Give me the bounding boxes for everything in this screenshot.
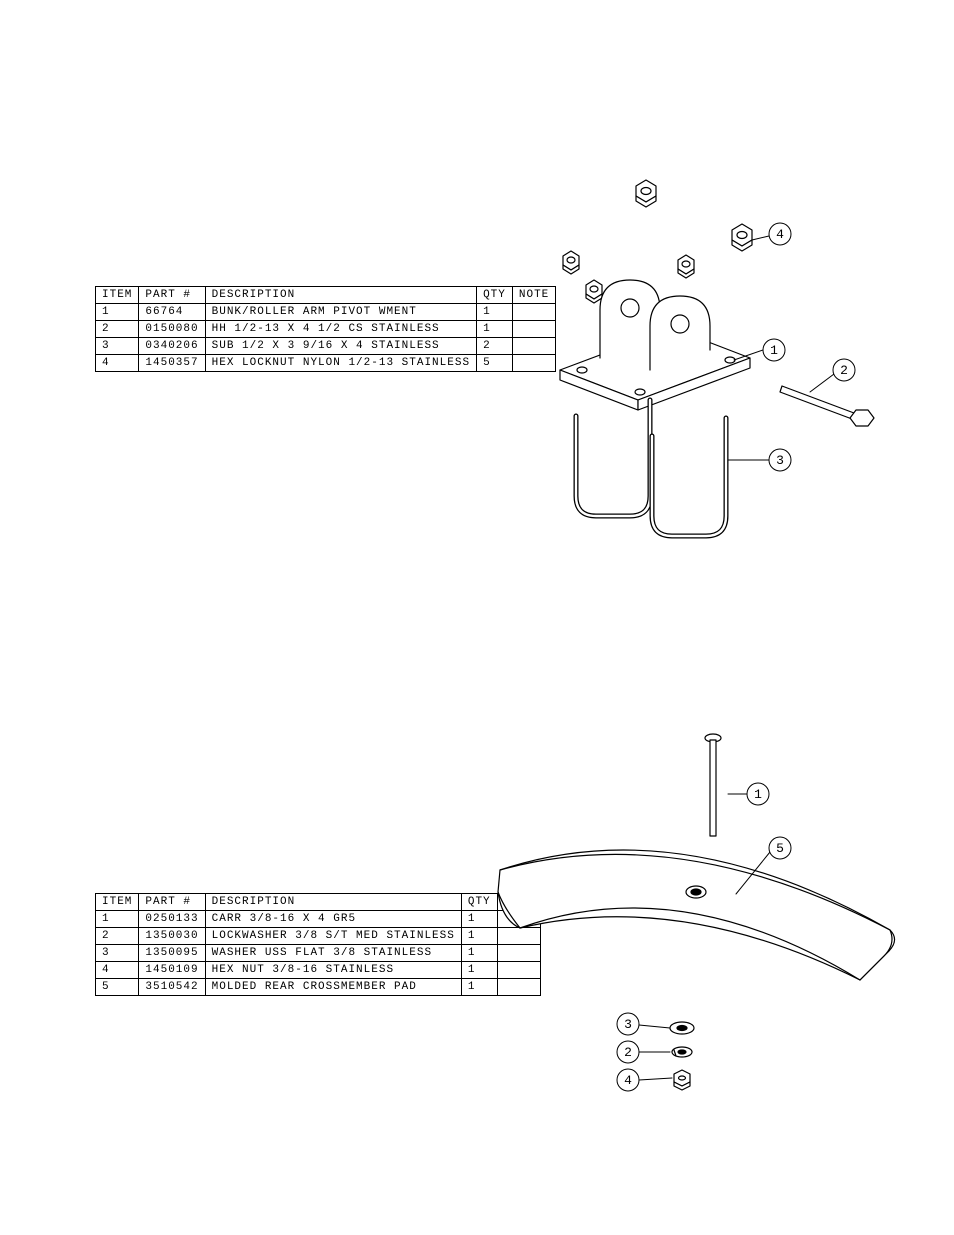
u-bolt-icon — [576, 400, 650, 516]
table-row: 3 0340206 SUB 1/2 X 3 9/16 X 4 STAINLESS… — [96, 338, 556, 355]
hex-nut-icon — [732, 224, 752, 251]
exploded-diagram-top-svg: 1 2 3 4 — [490, 160, 890, 580]
cell-part: 0340206 — [139, 338, 205, 355]
hex-nut-icon — [636, 180, 656, 207]
exploded-diagram-bottom-svg: 1 2 3 4 5 — [480, 720, 910, 1140]
cell-desc: BUNK/ROLLER ARM PIVOT WMENT — [205, 304, 476, 321]
col-header-desc: DESCRIPTION — [205, 894, 461, 911]
parts-table-bottom: ITEM PART # DESCRIPTION QTY NOTE 1 02501… — [95, 893, 541, 996]
cell-part: 3510542 — [139, 979, 205, 996]
cell-part: 1450109 — [139, 962, 205, 979]
cell-desc: HEX LOCKNUT NYLON 1/2-13 STAINLESS — [205, 355, 476, 372]
balloon-label: 1 — [770, 343, 778, 358]
hex-nut-icon — [586, 280, 602, 303]
hex-nut-icon — [674, 1070, 690, 1090]
col-header-part: PART # — [139, 894, 205, 911]
cell-desc: WASHER USS FLAT 3/8 STAINLESS — [205, 945, 461, 962]
hex-nut-icon — [563, 251, 579, 274]
table-header-row: ITEM PART # DESCRIPTION QTY NOTE — [96, 894, 541, 911]
crossmember-pad-icon — [498, 850, 895, 980]
balloon-label: 1 — [754, 787, 762, 802]
cell-part: 0250133 — [139, 911, 205, 928]
balloon-label: 3 — [776, 453, 784, 468]
table-row: 4 1450357 HEX LOCKNUT NYLON 1/2-13 STAIN… — [96, 355, 556, 372]
hex-bolt-icon — [780, 386, 874, 426]
balloon-label: 4 — [776, 227, 784, 242]
cell-desc: MOLDED REAR CROSSMEMBER PAD — [205, 979, 461, 996]
table-row: 1 0250133 CARR 3/8-16 X 4 GR5 1 — [96, 911, 541, 928]
table-row: 2 0150080 HH 1/2-13 X 4 1/2 CS STAINLESS… — [96, 321, 556, 338]
cell-item: 3 — [96, 338, 139, 355]
cell-part: 1350095 — [139, 945, 205, 962]
balloon-label: 2 — [840, 363, 848, 378]
cell-part: 0150080 — [139, 321, 205, 338]
table-row: 1 66764 BUNK/ROLLER ARM PIVOT WMENT 1 — [96, 304, 556, 321]
cell-part: 66764 — [139, 304, 205, 321]
cell-part: 1450357 — [139, 355, 205, 372]
table-row: 3 1350095 WASHER USS FLAT 3/8 STAINLESS … — [96, 945, 541, 962]
cell-desc: CARR 3/8-16 X 4 GR5 — [205, 911, 461, 928]
hex-nut-icon — [678, 255, 694, 278]
cell-item: 3 — [96, 945, 139, 962]
balloon-label: 4 — [624, 1073, 632, 1088]
cell-item: 2 — [96, 928, 139, 945]
cell-item: 1 — [96, 911, 139, 928]
cell-item: 4 — [96, 355, 139, 372]
exploded-diagram-top: 1 2 3 4 — [490, 160, 890, 580]
cell-desc: SUB 1/2 X 3 9/16 X 4 STAINLESS — [205, 338, 476, 355]
parts-table-top: ITEM PART # DESCRIPTION QTY NOTE 1 66764… — [95, 286, 556, 372]
cell-item: 5 — [96, 979, 139, 996]
carriage-bolt-icon — [705, 734, 721, 836]
table-header-row: ITEM PART # DESCRIPTION QTY NOTE — [96, 287, 556, 304]
col-header-desc: DESCRIPTION — [205, 287, 476, 304]
exploded-diagram-bottom: 1 2 3 4 5 — [480, 720, 910, 1140]
cell-desc: HEX NUT 3/8-16 STAINLESS — [205, 962, 461, 979]
table-row: 5 3510542 MOLDED REAR CROSSMEMBER PAD 1 — [96, 979, 541, 996]
cell-part: 1350030 — [139, 928, 205, 945]
balloon-label: 2 — [624, 1045, 632, 1060]
table-row: 2 1350030 LOCKWASHER 3/8 S/T MED STAINLE… — [96, 928, 541, 945]
lock-washer-icon — [672, 1047, 692, 1057]
u-bolt-icon — [652, 418, 726, 536]
cell-desc: LOCKWASHER 3/8 S/T MED STAINLESS — [205, 928, 461, 945]
flat-washer-icon — [670, 1022, 694, 1034]
col-header-item: ITEM — [96, 287, 139, 304]
cell-desc: HH 1/2-13 X 4 1/2 CS STAINLESS — [205, 321, 476, 338]
balloon-label: 5 — [776, 841, 784, 856]
table-row: 4 1450109 HEX NUT 3/8-16 STAINLESS 1 — [96, 962, 541, 979]
cell-item: 2 — [96, 321, 139, 338]
cell-item: 1 — [96, 304, 139, 321]
balloon-label: 3 — [624, 1017, 632, 1032]
cell-item: 4 — [96, 962, 139, 979]
col-header-part: PART # — [139, 287, 205, 304]
col-header-item: ITEM — [96, 894, 139, 911]
